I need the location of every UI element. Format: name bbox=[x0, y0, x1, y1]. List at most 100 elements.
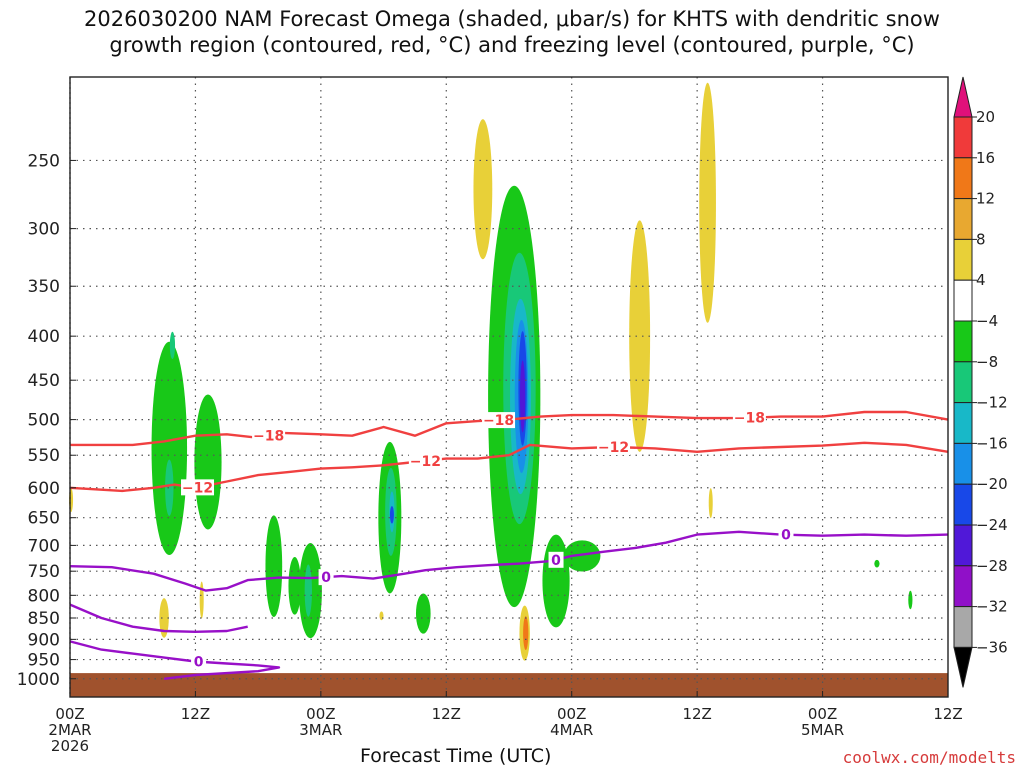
x-tick-label-72-0: 00Z bbox=[808, 705, 837, 723]
omega-region-1 bbox=[151, 341, 188, 556]
y-tick-label-900: 900 bbox=[28, 630, 60, 650]
omega-region-16 bbox=[379, 611, 384, 621]
colorbar-label-5: −4 bbox=[976, 312, 998, 330]
colorbar-label-7: −12 bbox=[976, 394, 1008, 412]
colorbar-swatch-1 bbox=[953, 157, 973, 200]
colorbar-bottom-arrow bbox=[953, 646, 973, 688]
contour-label-1-1: −12 bbox=[410, 454, 441, 470]
contour-label-2-1: 0 bbox=[551, 553, 561, 569]
contour-label-bg-2-1 bbox=[548, 551, 564, 568]
omega-region-27 bbox=[563, 540, 601, 572]
terrain-band bbox=[70, 673, 948, 697]
credit-link[interactable]: coolwx.com/modelts bbox=[842, 748, 1016, 767]
y-tick-label-950: 950 bbox=[28, 651, 60, 671]
y-tick-label-600: 600 bbox=[28, 479, 60, 499]
x-tick-label-12-0: 12Z bbox=[181, 705, 210, 723]
x-tick-label-0-2: 2026 bbox=[51, 737, 89, 755]
omega-region-3 bbox=[169, 331, 176, 360]
contour-3 bbox=[69, 603, 248, 633]
contour-label-1-2: −12 bbox=[598, 440, 629, 456]
colorbar-label-4: 4 bbox=[976, 271, 986, 289]
contour-label-0-2: −18 bbox=[734, 411, 765, 427]
x-tick-label-84-0: 12Z bbox=[933, 705, 962, 723]
chart-title-line-1: 2026030200 NAM Forecast Omega (shaded, μ… bbox=[84, 7, 940, 31]
omega-region-6 bbox=[199, 581, 204, 619]
y-tick-label-850: 850 bbox=[28, 609, 60, 629]
x-tick-label-60-0: 12Z bbox=[682, 705, 711, 723]
colorbar-swatch-2 bbox=[953, 198, 973, 240]
colorbar-swatch-11 bbox=[953, 565, 973, 608]
contour-label-2-0: 0 bbox=[321, 570, 331, 586]
omega-region-24 bbox=[542, 534, 570, 628]
contour-label-bg-0-1 bbox=[482, 412, 516, 429]
colorbar-label-6: −8 bbox=[976, 353, 998, 371]
omega-region-15 bbox=[415, 593, 431, 634]
y-tick-label-500: 500 bbox=[28, 411, 60, 431]
contour-4 bbox=[69, 640, 281, 680]
contour-label-2-2: 0 bbox=[781, 528, 791, 544]
contour-label-bg-4-0 bbox=[191, 653, 207, 670]
x-tick-label-48-1: 4MAR bbox=[550, 721, 593, 739]
omega-region-10 bbox=[304, 564, 312, 617]
x-tick-label-36-0: 12Z bbox=[432, 705, 461, 723]
colorbar-swatch-0 bbox=[953, 116, 973, 159]
omega-region-5 bbox=[159, 598, 169, 638]
colorbar-label-11: −28 bbox=[976, 557, 1008, 575]
contour-label-bg-2-2 bbox=[778, 526, 794, 543]
contour-label-0-0: −18 bbox=[253, 428, 284, 444]
omega-region-31 bbox=[874, 559, 880, 568]
x-tick-label-48-0: 00Z bbox=[557, 705, 586, 723]
colorbar-label-2: 12 bbox=[976, 190, 995, 208]
colorbar-swatch-6 bbox=[953, 361, 973, 404]
y-tick-label-1000: 1000 bbox=[17, 670, 60, 690]
x-tick-label-24-0: 00Z bbox=[306, 705, 335, 723]
y-tick-label-300: 300 bbox=[28, 220, 60, 240]
contour-label-bg-1-1 bbox=[408, 452, 442, 469]
omega-region-26 bbox=[523, 616, 529, 650]
colorbar-swatch-10 bbox=[953, 524, 973, 567]
y-tick-label-750: 750 bbox=[28, 562, 60, 582]
y-tick-label-800: 800 bbox=[28, 586, 60, 606]
colorbar-swatch-8 bbox=[953, 442, 973, 485]
y-tick-label-650: 650 bbox=[28, 509, 60, 529]
colorbar-label-1: 16 bbox=[976, 149, 995, 167]
contour-label-4-0: 0 bbox=[194, 655, 204, 671]
contour-label-1-0: −12 bbox=[182, 480, 213, 496]
omega-region-14 bbox=[389, 506, 394, 524]
x-tick-label-0-1: 2MAR bbox=[48, 721, 91, 739]
omega-colorbar: 20 16 12 8 4 −4 −8 −12 −16 −20 −24 −28 −32 −36 bbox=[953, 76, 1008, 688]
contour-label-bg-1-2 bbox=[597, 438, 631, 455]
colorbar-label-13: −36 bbox=[976, 638, 1008, 656]
contour-0 bbox=[70, 410, 949, 447]
x-axis-title: Forecast Time (UTC) bbox=[360, 745, 552, 767]
contour-label-bg-2-0 bbox=[318, 569, 334, 586]
colorbar-top-arrow bbox=[953, 76, 973, 118]
colorbar-swatch-9 bbox=[953, 483, 973, 526]
colorbar-label-9: −20 bbox=[976, 475, 1008, 493]
chart-title-line-2: growth region (contoured, red, °C) and f… bbox=[109, 33, 915, 57]
colorbar-label-3: 8 bbox=[976, 230, 986, 248]
colorbar-swatch-3 bbox=[953, 238, 973, 281]
omega-region-17 bbox=[473, 119, 493, 260]
colorbar-label-12: −32 bbox=[976, 598, 1008, 616]
omega-region-28 bbox=[629, 220, 651, 452]
x-tick-label-72-1: 5MAR bbox=[801, 721, 844, 739]
omega-region-30 bbox=[708, 488, 713, 518]
contour-label-0-1: −18 bbox=[483, 413, 514, 429]
contour-label-bg-0-0 bbox=[252, 427, 286, 444]
plot-area: −18 −18 −18 −12 −12 −12 0 0 0 0 250 300 350 400 450 500… bbox=[17, 76, 963, 755]
colorbar-label-10: −24 bbox=[976, 516, 1008, 534]
colorbar-swatch-4 bbox=[953, 279, 973, 322]
omega-region-9 bbox=[288, 557, 301, 615]
colorbar-swatch-7 bbox=[953, 402, 973, 444]
contour-label-bg-0-2 bbox=[732, 409, 766, 426]
chart-title: 2026030200 NAM Forecast Omega (shaded, μ… bbox=[0, 6, 1024, 58]
colorbar-swatch-12 bbox=[953, 606, 973, 648]
y-tick-label-250: 250 bbox=[28, 151, 60, 171]
y-tick-label-450: 450 bbox=[28, 371, 60, 391]
omega-region-2 bbox=[165, 459, 174, 516]
omega-region-29 bbox=[699, 82, 716, 323]
omega-region-4 bbox=[194, 394, 222, 530]
y-tick-label-350: 350 bbox=[28, 277, 60, 297]
omega-region-32 bbox=[908, 590, 913, 610]
